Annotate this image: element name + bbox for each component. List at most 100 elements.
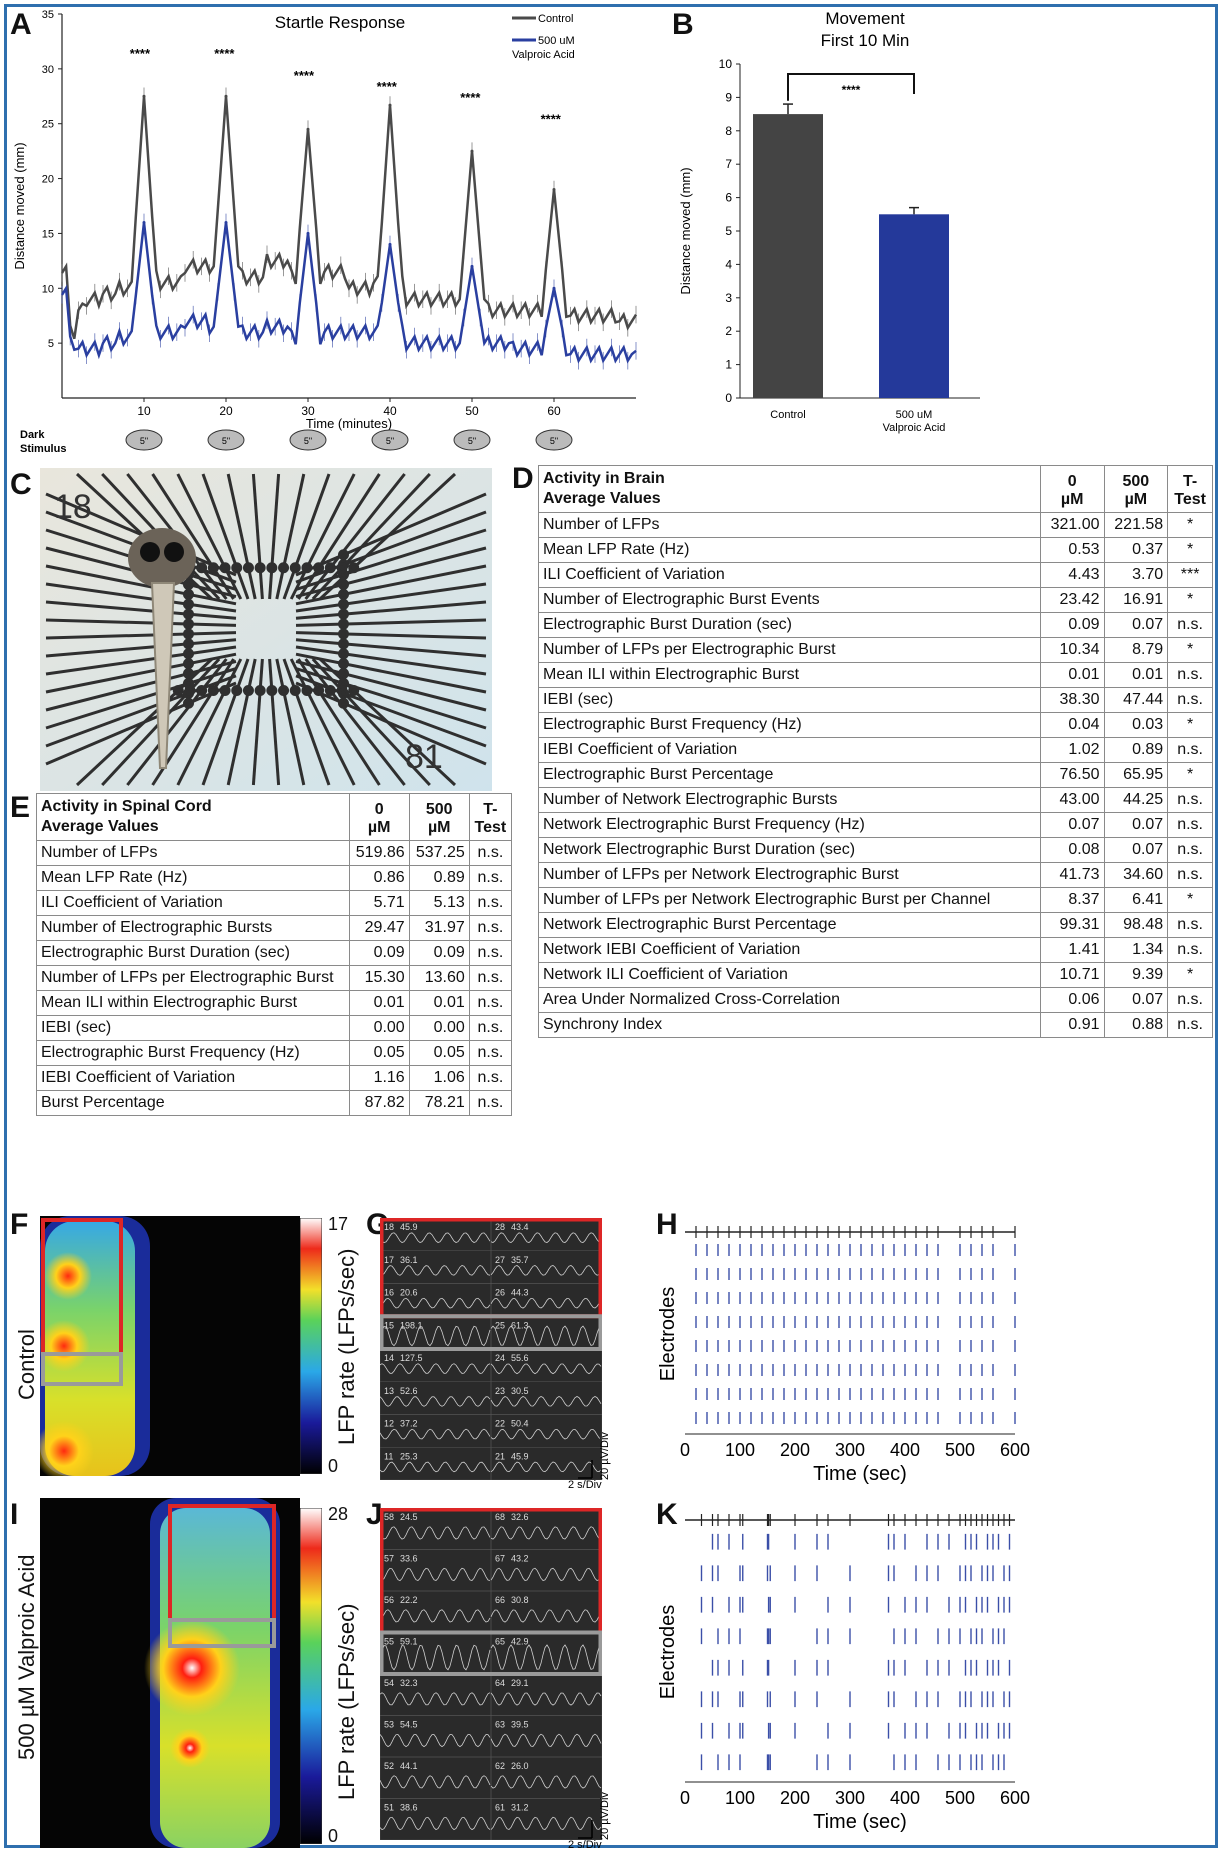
electrode-row	[700, 1754, 1005, 1771]
table-row: Network Electrographic Burst Duration (s…	[538, 837, 1213, 863]
table-row: Number of LFPs 321.00 221.58 *	[538, 512, 1213, 538]
electrode-row	[700, 1722, 1011, 1739]
electrode-number: 62	[495, 1761, 505, 1771]
lfp-trace	[490, 1428, 602, 1440]
peak-point	[470, 149, 474, 153]
ttest-result: *	[1167, 512, 1213, 538]
electrode-pad	[183, 638, 194, 650]
table-row: ILI Coefficient of Variation 4.43 3.70 ***	[538, 562, 1213, 588]
lfp-trace	[490, 1363, 602, 1375]
electrode-trace	[311, 657, 431, 787]
colorbar-label: LFP rate (LFPs/sec)	[334, 1248, 359, 1445]
electrode-trace	[295, 564, 487, 606]
electrode-row	[700, 1596, 1011, 1613]
row-label: ILI Coefficient of Variation	[36, 890, 350, 916]
electrode-trace	[295, 600, 487, 620]
electrode-trace	[304, 658, 406, 786]
peak-point	[552, 188, 556, 192]
x-tick-label: 10	[137, 404, 151, 418]
hindbrain-region-box	[380, 1314, 602, 1351]
value-0um: 0.91	[1039, 1012, 1105, 1038]
y-tick-label: 10	[42, 283, 54, 295]
lfp-trace	[490, 1526, 602, 1540]
electrode-trace	[45, 631, 237, 640]
colorbar-max: 17	[328, 1214, 349, 1234]
lfp-count: 30.5	[511, 1386, 529, 1396]
electrode-pad	[266, 685, 278, 696]
lfp-trace	[490, 1609, 602, 1623]
electrode-pad	[183, 648, 194, 660]
lfp-count: 198.1	[400, 1320, 423, 1330]
peak-point	[388, 103, 392, 107]
value-500um: 0.05	[408, 1040, 470, 1066]
scale-x-label: 2 s/Div	[568, 1479, 602, 1490]
table-row: Number of LFPs per Electrographic Burst 1…	[538, 637, 1213, 663]
peak-point	[224, 220, 228, 224]
trace-cell	[490, 1590, 602, 1633]
table-row: IEBI (sec) 38.30 47.44 n.s.	[538, 687, 1213, 713]
electrode-pad	[183, 668, 194, 680]
lfp-count: 55.6	[511, 1353, 529, 1363]
lfp-count: 43.4	[511, 1222, 529, 1232]
stimulus-duration: 5"	[468, 436, 476, 446]
trace-cell	[490, 1549, 602, 1592]
lfp-count: 30.8	[511, 1595, 529, 1605]
colorbar-label: LFP rate (LFPs/sec)	[334, 1603, 359, 1800]
electrode-number: 15	[384, 1320, 394, 1330]
ttest-result: n.s.	[468, 940, 513, 966]
photo-label-18: 18	[54, 488, 92, 526]
electrode-pad	[338, 648, 349, 660]
table-row: Network Electrographic Burst Percentage 9…	[538, 912, 1213, 938]
ttest-result: n.s.	[1167, 612, 1213, 638]
value-500um: 8.79	[1103, 637, 1169, 663]
electrode-pad	[219, 562, 231, 574]
electrode-pad	[338, 588, 349, 600]
ttest-result: n.s.	[468, 965, 513, 991]
value-500um: 5.13	[408, 890, 470, 916]
electrode-trace	[45, 681, 237, 766]
y-axis-title: Distance moved (mm)	[678, 167, 693, 294]
ttest-result: n.s.	[468, 1065, 513, 1091]
lfp-count: 29.1	[511, 1678, 529, 1688]
x-tick-label: 300	[835, 1440, 865, 1460]
electrode-pad	[183, 598, 194, 610]
lfp-count: 24.5	[400, 1512, 418, 1522]
ttest-result: n.s.	[1167, 737, 1213, 763]
lfp-trace	[380, 1265, 491, 1276]
trace-cell	[380, 1798, 492, 1840]
table-title: Activity in Spinal Cord Average Values	[36, 793, 350, 841]
table-row: Number of LFPs per Network Electrographi…	[538, 862, 1213, 888]
electrode-trace	[282, 658, 331, 786]
lfp-count: 35.7	[511, 1255, 529, 1265]
lfp-count: 22.2	[400, 1595, 418, 1605]
lfp-trace	[490, 1297, 602, 1309]
x-tick-label: 600	[1000, 1788, 1030, 1808]
table-row: Network IEBI Coefficient of Variation 1.4…	[538, 937, 1213, 963]
row-label: Synchrony Index	[538, 1012, 1041, 1038]
value-0um: 0.86	[348, 865, 410, 891]
electrode-number: 12	[384, 1419, 394, 1429]
electrode-trace	[295, 638, 487, 658]
table-row: Number of Network Electrographic Bursts 4…	[538, 787, 1213, 813]
electrode-trace	[45, 600, 237, 620]
y-tick-label: 10	[719, 57, 733, 71]
value-500um: 0.07	[1103, 987, 1169, 1013]
electrode-number: 25	[495, 1320, 505, 1330]
chart-title: Movement	[825, 9, 905, 28]
electrode-row	[695, 1244, 1016, 1256]
electrode-trace	[45, 618, 237, 627]
electrode-number: 63	[495, 1720, 505, 1730]
lfp-count: 36.1	[400, 1255, 418, 1265]
electrode-pad	[183, 628, 194, 640]
trace-cell	[380, 1549, 492, 1592]
value-500um: 0.88	[1103, 1012, 1169, 1038]
panel-label-c: C	[10, 468, 32, 501]
x-tick-label: 600	[1000, 1440, 1030, 1460]
trace-cell	[380, 1283, 492, 1317]
electrode-trace	[45, 652, 237, 694]
dark-stimulus-cloud	[535, 429, 573, 451]
y-tick-label: 20	[42, 174, 54, 186]
electrode-trace	[126, 658, 228, 786]
lfp-trace	[380, 1526, 491, 1540]
